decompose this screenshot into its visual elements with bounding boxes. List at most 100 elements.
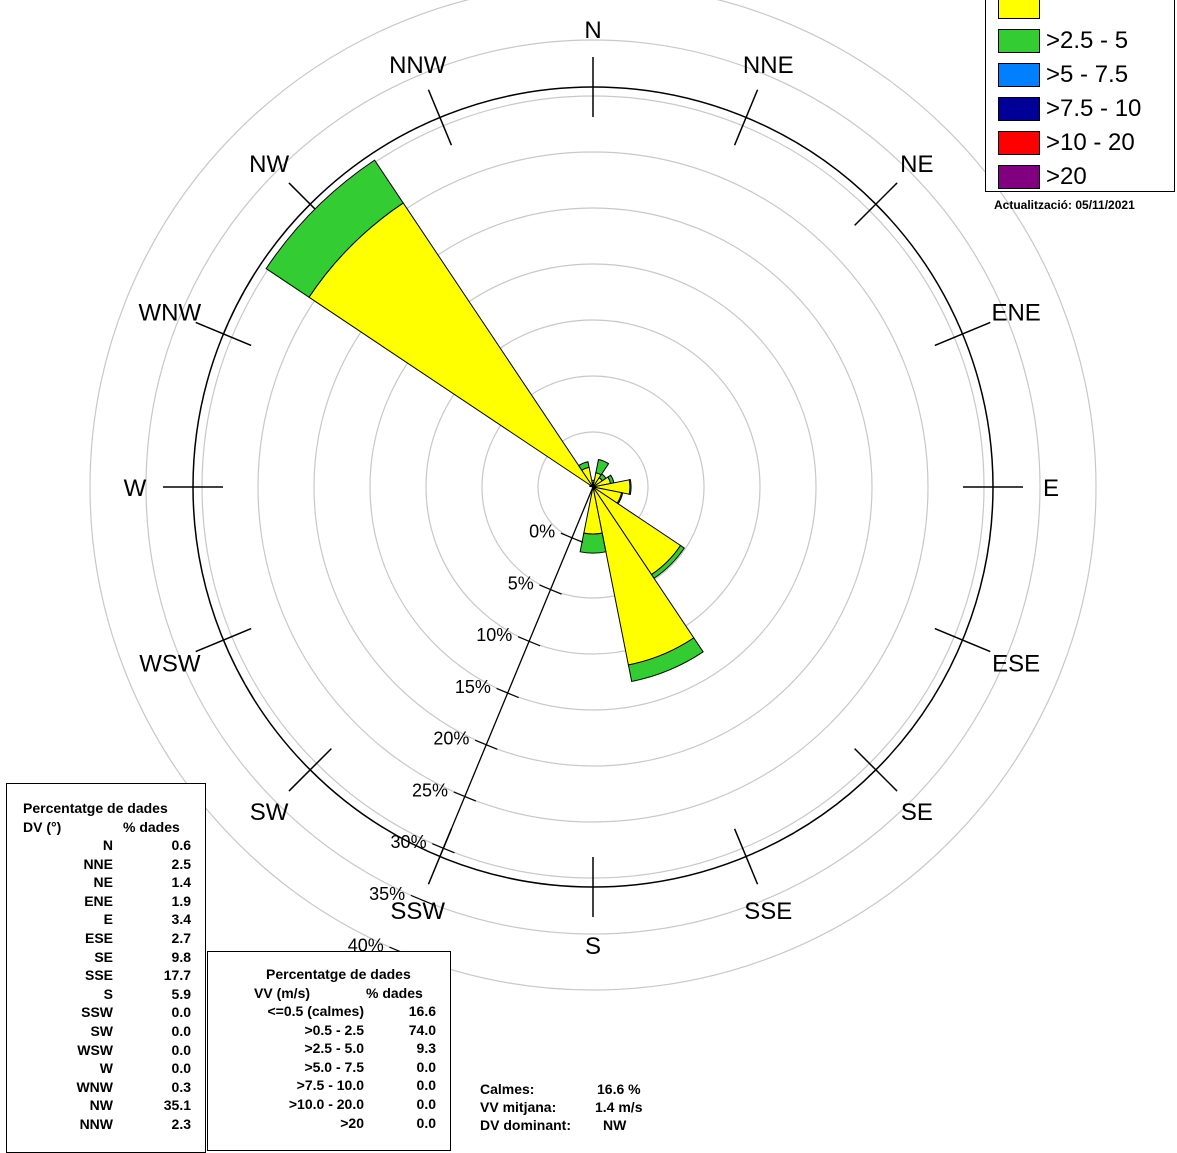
direction-table-dir: NNE xyxy=(83,855,113,872)
direction-label-wsw: WSW xyxy=(139,650,201,677)
direction-table-title: Percentatge de dades xyxy=(23,800,168,816)
direction-table-col2: % dades xyxy=(123,819,180,835)
petals-group xyxy=(265,159,704,683)
direction-label-n: N xyxy=(584,17,601,44)
speed-table-value: 16.6 xyxy=(408,1003,436,1019)
direction-table-dir: S xyxy=(103,985,113,1002)
speed-table-value: 0.0 xyxy=(416,1096,436,1112)
scale-tick-35 xyxy=(410,894,434,906)
speed-table-value: 74.0 xyxy=(408,1021,436,1038)
petal-nne-seg1 xyxy=(595,458,610,476)
direction-label-w: W xyxy=(124,475,147,502)
legend-swatch xyxy=(998,0,1040,19)
legend-label: >5 - 7.5 xyxy=(1046,61,1129,88)
scale-label-5: 5% xyxy=(508,573,534,593)
legend-label: >20 xyxy=(1046,163,1087,190)
direction-labels-group: N NNE NE ENE E ESE SE SSE S SSW SW WSW W WNW NW NNW xyxy=(124,17,1059,960)
direction-label-sw: SW xyxy=(250,799,289,826)
scale-label-30: 30% xyxy=(391,832,427,852)
speed-table-col2: % dades xyxy=(366,985,423,1001)
speed-table-range: >2.5 - 5.0 xyxy=(304,1040,364,1057)
legend-item xyxy=(998,0,1046,21)
direction-table-dir: ESE xyxy=(84,930,113,946)
petal-nnw-seg1 xyxy=(577,461,590,471)
direction-table-col1: DV (°) xyxy=(23,819,62,835)
scale-tick-15 xyxy=(496,687,519,699)
direction-label-se: SE xyxy=(901,799,933,826)
petal-e-seg1 xyxy=(628,478,632,496)
scale-axis xyxy=(439,486,594,857)
legend-item: >5 - 7.5 xyxy=(998,61,1128,89)
legend-swatch xyxy=(998,29,1040,53)
direction-table-value: 2.7 xyxy=(171,930,191,946)
direction-table-dir: WSW xyxy=(77,1041,113,1058)
speed-table-value: 0.0 xyxy=(416,1077,436,1094)
scale-label-15: 15% xyxy=(455,677,491,697)
speed-table-range: >0.5 - 2.5 xyxy=(304,1021,364,1038)
speed-table-range: <=0.5 (calmes) xyxy=(267,1003,364,1019)
vv-row: VV mitjana: 1.4 m/s xyxy=(480,1098,642,1116)
tick-wsw xyxy=(195,627,252,653)
direction-label-ne: NE xyxy=(900,151,933,178)
scale-tick-10 xyxy=(517,636,541,647)
direction-table-value: 1.4 xyxy=(171,874,191,891)
legend-swatch xyxy=(998,97,1040,121)
direction-table-value: 1.9 xyxy=(171,892,191,909)
calmes-row: Calmes: 16.6 % xyxy=(480,1080,641,1098)
direction-table-value: 0.0 xyxy=(171,1023,191,1039)
vv-label: VV mitjana: xyxy=(480,1099,557,1115)
legend-swatch xyxy=(998,131,1040,155)
tick-sw xyxy=(288,748,332,792)
direction-table-value: 0.6 xyxy=(171,837,191,853)
direction-label-s: S xyxy=(585,933,601,960)
scale-tick-5 xyxy=(539,584,562,595)
speed-table-range: >20 xyxy=(340,1114,364,1131)
direction-label-wnw: WNW xyxy=(139,300,202,327)
ring-5 xyxy=(481,375,705,599)
direction-label-e: E xyxy=(1043,475,1059,502)
vv-value: 1.4 m/s xyxy=(595,1099,643,1115)
speed-table-title: Percentatge de dades xyxy=(266,966,411,982)
scale-label-25: 25% xyxy=(412,780,448,800)
direction-table-value: 2.3 xyxy=(171,1116,191,1132)
direction-table-dir: NNW xyxy=(79,1116,113,1132)
direction-table-value: 2.5 xyxy=(171,855,191,872)
direction-label-nne: NNE xyxy=(743,52,794,79)
direction-table-dir: SE xyxy=(94,948,113,965)
legend-item: >7.5 - 10 xyxy=(998,95,1141,123)
update-date: Actualització: 05/11/2021 xyxy=(994,198,1135,212)
direction-label-ene: ENE xyxy=(991,300,1040,327)
ring-25 xyxy=(257,151,929,823)
direction-label-sse: SSE xyxy=(744,898,792,925)
ticks-group xyxy=(163,57,1023,917)
petal-s-seg1 xyxy=(579,532,607,554)
direction-table-value: 17.7 xyxy=(163,967,191,984)
calmes-label: Calmes: xyxy=(480,1081,535,1097)
ring-15 xyxy=(369,263,817,711)
legend-item: >10 - 20 xyxy=(998,129,1135,157)
dv-value: NW xyxy=(603,1117,627,1133)
calmes-value: 16.6 % xyxy=(597,1081,641,1097)
legend-swatch xyxy=(998,63,1040,87)
direction-table-dir: SSE xyxy=(84,967,113,984)
direction-table-value: 0.3 xyxy=(171,1078,191,1095)
tick-nne xyxy=(733,89,759,146)
tick-se xyxy=(854,748,898,792)
speed-table-range: >7.5 - 10.0 xyxy=(296,1077,364,1094)
legend-label: >7.5 - 10 xyxy=(1046,95,1142,122)
speed-table-range: >5.0 - 7.5 xyxy=(304,1058,364,1075)
ring-10 xyxy=(425,319,761,655)
direction-table-value: 0.0 xyxy=(171,1041,191,1058)
direction-table-value: 3.4 xyxy=(171,911,191,928)
dv-label: DV dominant: xyxy=(480,1117,571,1133)
direction-table-value: 9.8 xyxy=(171,948,191,965)
direction-table: Percentatge de dades DV (°) % dades N 0.6… xyxy=(6,783,206,1153)
tick-ne xyxy=(854,182,898,226)
legend-label: >10 - 20 xyxy=(1046,129,1135,156)
direction-table-value: 0.0 xyxy=(171,1004,191,1021)
tick-ene xyxy=(934,321,991,347)
ring-40 xyxy=(89,0,1097,991)
direction-table-dir: W xyxy=(99,1060,113,1077)
tick-nnw xyxy=(427,89,453,146)
